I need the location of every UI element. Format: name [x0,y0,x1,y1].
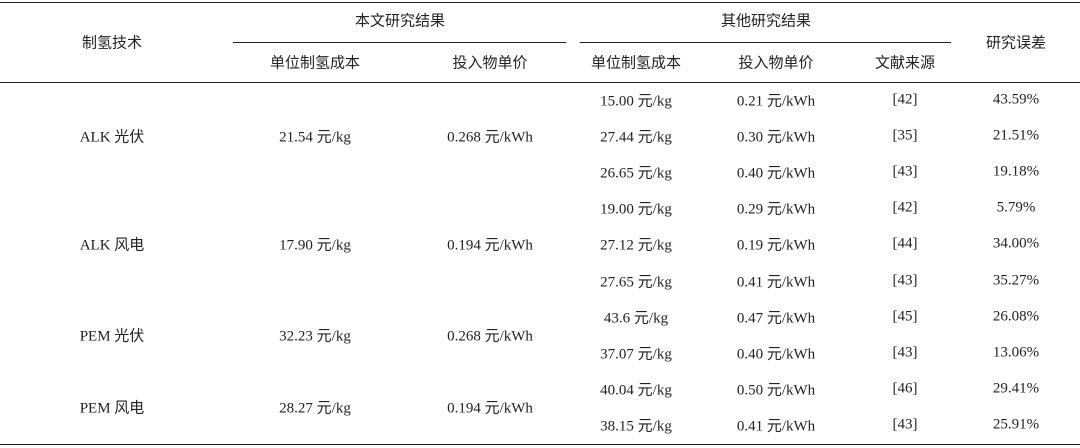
price-cell: 0.194 元/kWh [447,400,533,417]
header-rule [0,82,1080,83]
tech-cell: ALK 风电 [79,237,145,254]
ref-cell: [42] [892,91,918,108]
error-cell: 26.08% [992,308,1040,325]
group-rule [233,42,566,43]
subheader-cell: 投入物单价 [738,55,814,72]
other-cost-cell: 26.65 元/kg [600,165,672,182]
group-rule [580,42,951,43]
header-cell: 本文研究结果 [354,13,446,30]
bottom-rule [0,444,1080,445]
ref-cell: [44] [892,235,918,252]
subheader-cell: 单位制氢成本 [269,55,361,72]
header-cell: 研究误差 [985,35,1047,52]
price-cell: 0.268 元/kWh [447,129,533,146]
error-cell: 25.91% [992,416,1040,433]
other-cost-cell: 19.00 元/kg [600,201,672,218]
ref-cell: [43] [892,416,918,433]
other-price-cell: 0.40 元/kWh [736,165,816,182]
tech-cell: PEM 风电 [79,400,145,417]
header-cell: 其他研究结果 [720,13,812,30]
ref-cell: [42] [892,199,918,216]
error-cell: 13.06% [992,344,1040,361]
other-cost-cell: 27.44 元/kg [600,129,672,146]
error-cell: 21.51% [992,127,1040,144]
ref-cell: [35] [892,127,918,144]
price-cell: 0.268 元/kWh [447,328,533,345]
tech-cell: ALK 光伏 [79,129,145,146]
ref-cell: [43] [892,344,918,361]
ref-cell: [45] [892,308,918,325]
tech-cell: PEM 光伏 [79,328,145,345]
error-cell: 34.00% [992,235,1040,252]
other-price-cell: 0.50 元/kWh [736,382,816,399]
cost-cell: 17.90 元/kg [279,237,351,254]
cost-cell: 28.27 元/kg [279,400,351,417]
header-cell: 制氢技术 [81,35,143,52]
other-price-cell: 0.30 元/kWh [736,129,816,146]
other-price-cell: 0.41 元/kWh [736,274,816,290]
other-cost-cell: 15.00 元/kg [600,93,672,110]
ref-cell: [46] [892,380,918,397]
other-price-cell: 0.19 元/kWh [736,237,816,254]
top-rule [0,2,1080,3]
subheader-cell: 文献来源 [874,55,936,72]
error-cell: 19.18% [992,163,1040,180]
subheader-cell: 投入物单价 [452,55,528,72]
other-cost-cell: 37.07 元/kg [600,346,672,363]
other-price-cell: 0.41 元/kWh [736,418,816,435]
other-cost-cell: 27.12 元/kg [600,237,672,254]
subheader-cell: 单位制氢成本 [590,55,682,72]
other-price-cell: 0.47 元/kWh [736,310,816,327]
other-cost-cell: 27.65 元/kg [600,274,672,290]
error-cell: 29.41% [992,380,1040,397]
price-cell: 0.194 元/kWh [447,237,533,254]
ref-cell: [43] [892,163,918,180]
other-price-cell: 0.40 元/kWh [736,346,816,363]
ref-cell: [43] [892,272,918,288]
cost-cell: 32.23 元/kg [279,328,351,345]
cost-cell: 21.54 元/kg [279,129,351,146]
error-cell: 5.79% [996,199,1036,216]
other-cost-cell: 43.6 元/kg [603,310,669,327]
other-price-cell: 0.21 元/kWh [736,93,816,110]
error-cell: 35.27% [992,272,1040,288]
other-cost-cell: 40.04 元/kg [600,382,672,399]
other-price-cell: 0.29 元/kWh [736,201,816,218]
other-cost-cell: 38.15 元/kg [600,418,672,435]
error-cell: 43.59% [992,91,1040,108]
